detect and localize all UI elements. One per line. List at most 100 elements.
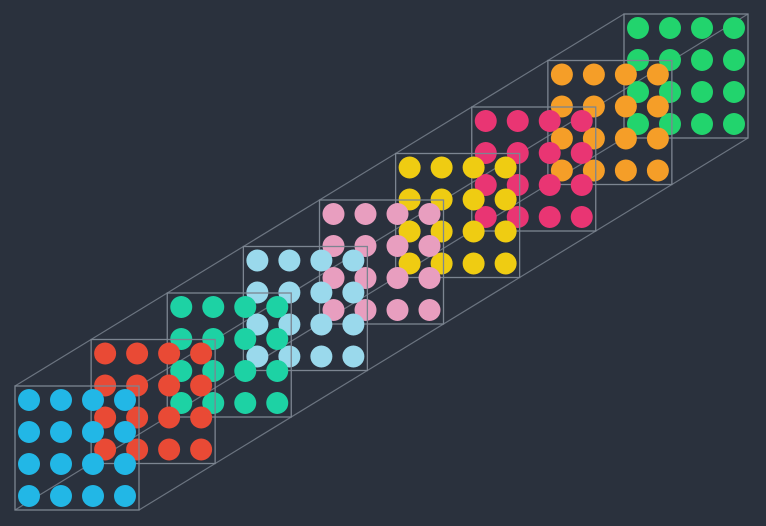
layer-1-dot (82, 421, 104, 443)
layer-3-dot (170, 392, 193, 414)
layer-4-dot (278, 313, 301, 336)
layer-2-dot (94, 438, 117, 461)
layer-2-dot (94, 406, 117, 429)
layer-7-dot (506, 110, 529, 132)
layer-7-dot (474, 110, 497, 132)
layer-5-dot (418, 235, 441, 257)
layer-stack (14, 13, 749, 511)
layer-7-dot (570, 206, 593, 228)
layer-1-dot (18, 389, 40, 411)
layer-5-dot (418, 299, 441, 321)
layer-3-dot (266, 328, 289, 350)
layer-9-dot (659, 113, 681, 135)
layer-6-dot (494, 188, 517, 211)
layer-1-dot (18, 485, 40, 507)
layer-6-dot (462, 252, 485, 275)
layer-5-dot (354, 267, 377, 289)
layer-3-dot (202, 296, 225, 318)
layer-1-dot (50, 421, 72, 443)
layer-2-dot (126, 406, 149, 429)
layer-5-dot (418, 267, 441, 289)
layer-4-dot (342, 281, 365, 304)
layer-1 (14, 385, 140, 511)
layer-7-dot (506, 174, 529, 196)
layer-4-dot (310, 345, 333, 368)
layer-8-dot (646, 159, 669, 182)
layer-4-dot (246, 313, 269, 336)
layer-5 (318, 199, 445, 325)
layer-9-dot (627, 113, 649, 135)
layer-1-dot (50, 453, 72, 475)
layer-7-dot (538, 206, 561, 228)
layer-6-dot (430, 252, 453, 275)
layer-9-dot (659, 81, 681, 103)
layer-4-dot (246, 249, 269, 272)
layer-5-dot (322, 203, 345, 225)
layer-6 (394, 152, 521, 279)
layer-2-dot (126, 342, 149, 365)
layer-7-dot (506, 206, 529, 228)
layer-1-dot (18, 453, 40, 475)
layer-2-dot (158, 342, 181, 365)
layer-2-dot (94, 342, 117, 365)
layer-3-dot (266, 296, 289, 318)
layer-8-dot (550, 127, 573, 150)
layer-1-dot (82, 453, 104, 475)
layer-7-dot (474, 206, 497, 228)
layer-6-dot (494, 156, 517, 179)
layer-5-dot (354, 203, 377, 225)
layer-8-dot (646, 127, 669, 150)
layer-5-dot (386, 299, 409, 321)
layer-7-dot (538, 110, 561, 132)
layer-6-dot (398, 156, 421, 179)
layer-9-dot (627, 81, 649, 103)
layer-6-dot (462, 188, 485, 211)
layer-5-dot (386, 203, 409, 225)
layer-8-dot (582, 159, 605, 182)
layer-8-dot (582, 127, 605, 150)
layer-7 (471, 106, 597, 232)
layer-2-dot (126, 438, 149, 461)
layer-8-dot (550, 159, 573, 182)
layer-2-dot (158, 438, 181, 461)
layer-5-dot (418, 203, 441, 225)
layer-9-dot (691, 49, 713, 71)
layer-6-dot (430, 156, 453, 179)
layer-7-dot (538, 142, 561, 164)
layer-1-dot (114, 389, 136, 411)
layer-1-dot (114, 485, 136, 507)
layer-4-dot (246, 345, 269, 368)
layer-7-dot (474, 174, 497, 196)
layer-9-dot (691, 113, 713, 135)
layer-8-dot (614, 95, 637, 118)
layer-7-dot (570, 110, 593, 132)
layer-1-frame (14, 385, 140, 511)
layer-6-dot (398, 252, 421, 275)
layer-1-dot (50, 485, 72, 507)
layer-9-dot (659, 17, 681, 39)
layer-2-dot (190, 406, 213, 429)
layer-1-dot (114, 453, 136, 475)
layer-8 (547, 59, 673, 186)
layer-6-dot (494, 220, 517, 243)
layer-9-dot (723, 49, 745, 71)
layer-4-dot (310, 281, 333, 304)
layer-3-dot (202, 392, 225, 414)
layer-6-dot (430, 220, 453, 243)
layer-9-dot (691, 81, 713, 103)
layer-9-dot (723, 17, 745, 39)
layer-3-dot (234, 392, 257, 414)
layer-4 (242, 245, 369, 372)
layer-3-dot (202, 360, 225, 382)
layer-1-dot (18, 421, 40, 443)
layer-3-dot (234, 296, 257, 318)
layer-4-dot (310, 249, 333, 272)
layer-3-dot (170, 360, 193, 382)
layer-2-dot (190, 438, 213, 461)
layer-1-dot (50, 389, 72, 411)
layer-8-dot (614, 127, 637, 150)
layer-9-dot (691, 17, 713, 39)
layer-9-dot (723, 81, 745, 103)
